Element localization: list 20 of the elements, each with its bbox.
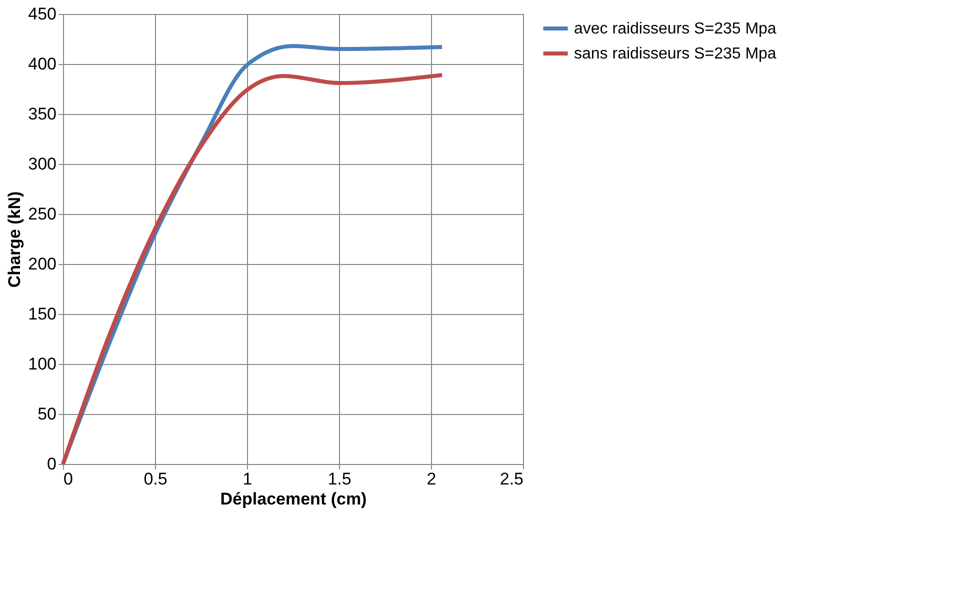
y-tick-label: 250: [28, 204, 56, 224]
y-tick-label: 0: [47, 454, 56, 474]
y-tick-label: 400: [28, 54, 56, 74]
y-tick-label: 50: [38, 404, 56, 424]
x-tick-label: 0: [64, 470, 73, 488]
y-tick-label: 150: [28, 304, 56, 324]
x-tick-label: 2: [426, 470, 436, 488]
x-axis-title: Déplacement (cm): [220, 490, 367, 508]
legend-label: avec raidisseurs S=235 Mpa: [574, 20, 776, 38]
y-axis-title: Charge (kN): [5, 191, 24, 288]
x-tick-label: 0.5: [144, 470, 168, 488]
legend-label: sans raidisseurs S=235 Mpa: [574, 46, 776, 62]
y-tick-label: 450: [28, 4, 56, 24]
x-tick-label: 2.5: [500, 470, 524, 488]
x-tick-label: 1.5: [328, 470, 352, 488]
y-tick-label: 100: [28, 354, 56, 374]
y-tick-label: 350: [28, 104, 56, 124]
y-tick-label: 300: [28, 154, 56, 174]
x-tick-label: 1: [242, 470, 252, 488]
y-tick-label: 200: [28, 254, 56, 274]
